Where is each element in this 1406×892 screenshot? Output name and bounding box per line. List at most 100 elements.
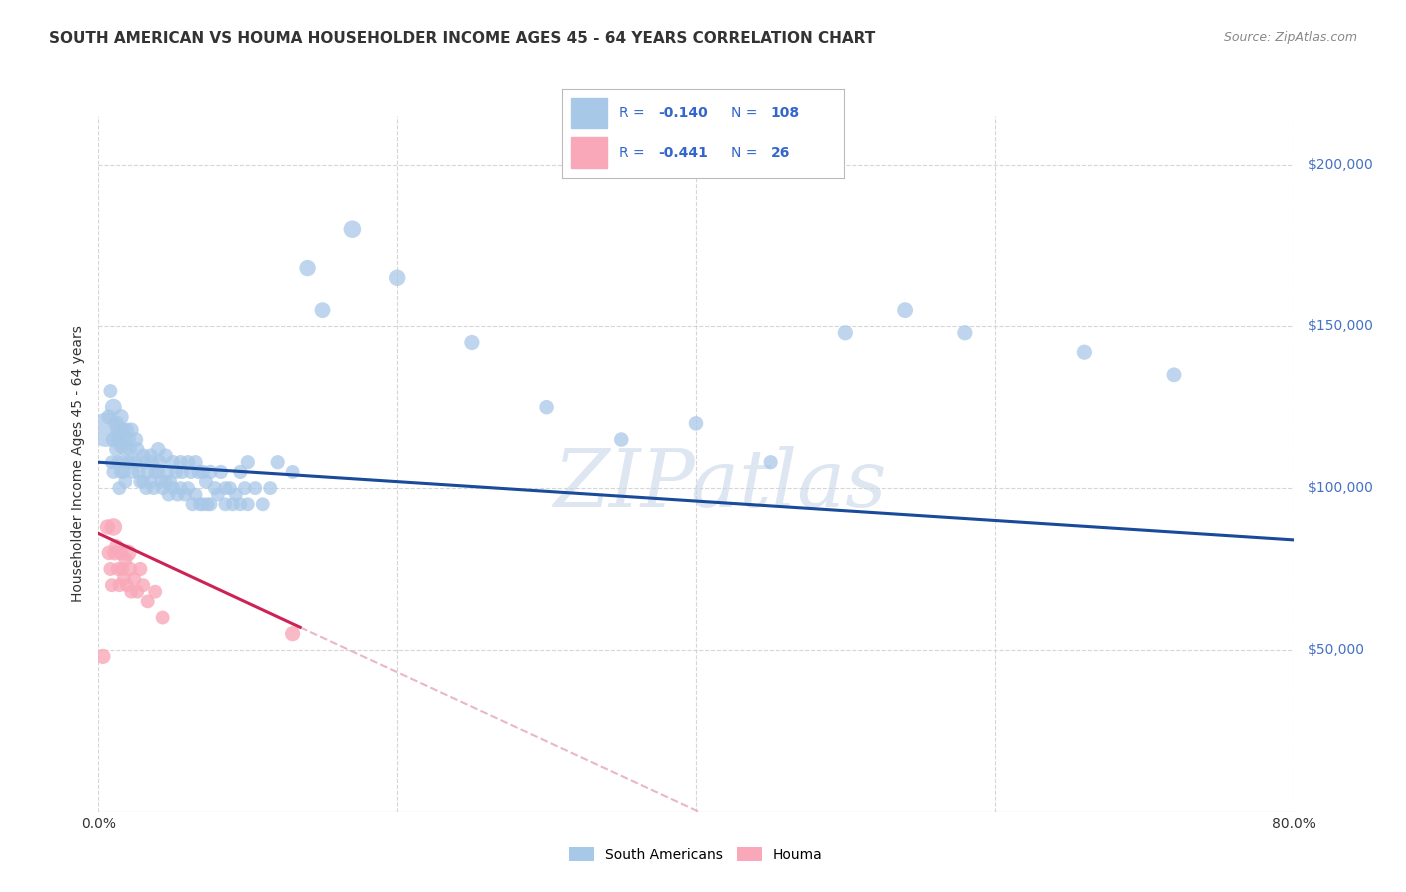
Point	[132, 578, 155, 592]
Point	[184, 455, 207, 469]
Point	[135, 481, 157, 495]
Point	[180, 465, 202, 479]
Point	[229, 465, 252, 479]
Point	[115, 578, 138, 592]
Text: $100,000: $100,000	[1308, 481, 1374, 495]
Point	[297, 261, 319, 276]
Point	[200, 465, 222, 479]
Point	[111, 455, 134, 469]
Point	[165, 465, 187, 479]
Point	[103, 520, 125, 534]
Point	[132, 449, 155, 463]
Legend: South Americans, Houma: South Americans, Houma	[564, 841, 828, 867]
Point	[143, 465, 166, 479]
Point	[148, 465, 170, 479]
Point	[259, 481, 281, 495]
Point	[245, 481, 267, 495]
Point	[125, 455, 148, 469]
Point	[172, 465, 194, 479]
Point	[107, 562, 129, 576]
Point	[177, 481, 200, 495]
Point	[188, 497, 211, 511]
Point	[111, 423, 134, 437]
Point	[177, 455, 200, 469]
Point	[252, 497, 274, 511]
Point	[155, 475, 177, 489]
Point	[127, 584, 149, 599]
Text: Source: ZipAtlas.com: Source: ZipAtlas.com	[1223, 31, 1357, 45]
Point	[104, 546, 127, 560]
Point	[143, 584, 166, 599]
Point	[214, 497, 236, 511]
Point	[166, 487, 188, 501]
Point	[129, 562, 152, 576]
Bar	[571, 98, 607, 128]
Point	[129, 475, 152, 489]
Point	[98, 384, 122, 398]
Point	[101, 455, 124, 469]
Point	[187, 465, 209, 479]
Point	[118, 442, 141, 457]
Point	[229, 497, 252, 511]
Text: $150,000: $150,000	[1308, 319, 1374, 334]
Point	[120, 423, 142, 437]
Point	[236, 497, 259, 511]
Point	[105, 540, 128, 554]
Text: -0.140: -0.140	[658, 106, 707, 120]
Point	[110, 439, 132, 453]
Point	[200, 497, 222, 511]
Point	[139, 449, 162, 463]
Point	[128, 465, 150, 479]
Point	[98, 562, 122, 576]
Point	[111, 562, 134, 576]
Point	[222, 497, 245, 511]
Point	[97, 546, 120, 560]
Text: 108: 108	[770, 106, 800, 120]
Point	[101, 578, 124, 592]
Point	[233, 481, 256, 495]
Point	[1073, 345, 1095, 359]
Point	[536, 401, 558, 415]
Point	[91, 649, 114, 664]
Point	[214, 481, 236, 495]
Point	[112, 465, 135, 479]
Point	[194, 475, 218, 489]
Point	[121, 465, 143, 479]
Point	[110, 409, 132, 424]
Point	[610, 433, 633, 447]
Point	[114, 552, 136, 566]
Point	[112, 572, 135, 586]
Point	[120, 455, 142, 469]
Point	[117, 433, 139, 447]
Point	[385, 270, 409, 285]
Point	[108, 578, 131, 592]
Text: $50,000: $50,000	[1308, 643, 1364, 657]
Point	[759, 455, 782, 469]
Text: -0.441: -0.441	[658, 145, 707, 160]
Point	[150, 475, 173, 489]
Point	[281, 626, 304, 640]
Point	[219, 481, 242, 495]
Point	[142, 481, 165, 495]
Point	[191, 497, 214, 511]
Point	[110, 546, 132, 560]
Point	[97, 409, 120, 424]
Point	[209, 465, 232, 479]
Point	[162, 455, 184, 469]
Point	[191, 465, 214, 479]
Point	[107, 423, 129, 437]
Point	[103, 401, 125, 415]
Point	[141, 455, 163, 469]
Point	[461, 335, 484, 350]
Point	[96, 520, 118, 534]
Point	[112, 433, 135, 447]
Point	[114, 442, 136, 457]
Point	[117, 455, 139, 469]
Point	[236, 455, 259, 469]
Point	[685, 417, 707, 431]
Point	[127, 442, 149, 457]
Point	[149, 455, 172, 469]
Point	[162, 481, 184, 495]
Point	[197, 497, 219, 511]
Point	[139, 475, 162, 489]
